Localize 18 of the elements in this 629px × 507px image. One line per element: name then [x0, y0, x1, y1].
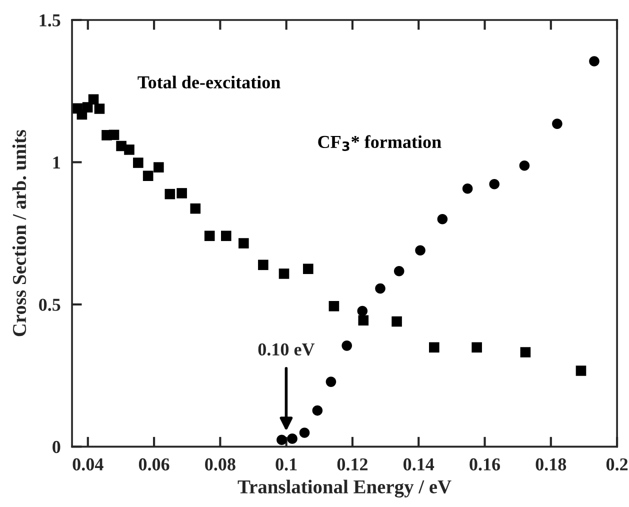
y-tick-label: 0.5: [39, 298, 60, 311]
text: CF$_{3}$* formation: [318, 135, 442, 152]
y-tick-label: 1: [53, 156, 60, 168]
x-tick-label: 0.16: [470, 458, 500, 471]
y-axis-title: Cross Section / arb. units: [12, 130, 26, 336]
x-tick-label: 0.12: [337, 458, 368, 471]
x-axis-title: Translational Energy / eV: [238, 480, 452, 498]
x-tick-label: 0.18: [536, 458, 566, 471]
annotation: 0.10 eV: [258, 343, 315, 356]
x-tick-label: 0.14: [404, 458, 434, 471]
y-tick-label: 1.5: [40, 14, 60, 26]
y-tick-label: 0: [52, 440, 60, 454]
x-tick-label: 0.08: [205, 458, 236, 471]
x-tick-label: 0.1: [276, 458, 297, 471]
x-tick-label: 0.04: [72, 458, 104, 471]
text: Total de-excitation: [138, 76, 280, 88]
x-tick-label: 0.06: [138, 458, 170, 471]
x-tick-label: 0.2: [606, 458, 628, 471]
